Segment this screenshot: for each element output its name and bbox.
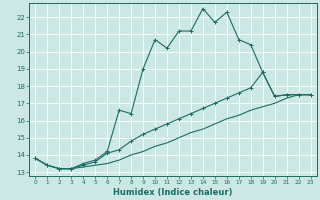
X-axis label: Humidex (Indice chaleur): Humidex (Indice chaleur) xyxy=(113,188,233,197)
